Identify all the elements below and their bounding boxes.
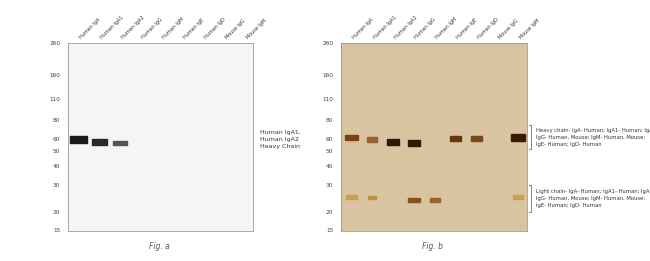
Bar — [511, 134, 525, 141]
Text: 50: 50 — [326, 149, 333, 154]
Text: Human IgE: Human IgE — [456, 18, 478, 40]
Text: Light chain- IgA- Human; IgA1- Human; IgA2- Human;
IgG- Human, Mouse; IgM- Human: Light chain- IgA- Human; IgA1- Human; Ig… — [536, 189, 650, 208]
Bar — [92, 139, 107, 145]
Bar — [387, 139, 399, 145]
Text: Human IgA: Human IgA — [352, 17, 374, 40]
Text: 160: 160 — [49, 73, 60, 78]
Text: Human IgA1: Human IgA1 — [372, 15, 397, 40]
Bar — [513, 195, 523, 199]
Bar — [471, 136, 482, 141]
Text: Human IgG: Human IgG — [141, 17, 164, 40]
Text: Human IgM: Human IgM — [435, 17, 458, 40]
Text: Human IgM: Human IgM — [162, 17, 185, 40]
Text: 60: 60 — [326, 137, 333, 142]
Text: 80: 80 — [326, 118, 333, 123]
Text: Human IgE: Human IgE — [183, 18, 205, 40]
Text: Fig. a: Fig. a — [149, 242, 170, 251]
Bar — [430, 198, 440, 202]
Text: Human IgG: Human IgG — [414, 17, 437, 40]
Text: 80: 80 — [53, 118, 60, 123]
Bar — [345, 135, 358, 140]
Bar — [113, 141, 127, 145]
Text: Human IgD: Human IgD — [203, 17, 227, 40]
Text: Mouse IgG: Mouse IgG — [497, 19, 519, 40]
Text: 30: 30 — [326, 183, 333, 188]
Text: 260: 260 — [322, 40, 333, 46]
Text: Human IgA1,
Human IgA2
Heavy Chain: Human IgA1, Human IgA2 Heavy Chain — [260, 130, 301, 149]
Text: 110: 110 — [322, 97, 333, 102]
Text: 30: 30 — [53, 183, 60, 188]
Text: 20: 20 — [53, 210, 60, 215]
Text: 50: 50 — [53, 149, 60, 154]
Text: 20: 20 — [326, 210, 333, 215]
Text: 260: 260 — [49, 40, 60, 46]
Text: 15: 15 — [53, 228, 60, 234]
Text: 110: 110 — [49, 97, 60, 102]
Text: Human IgA: Human IgA — [79, 17, 101, 40]
Text: Human IgD: Human IgD — [476, 17, 500, 40]
Text: Human IgA1: Human IgA1 — [99, 15, 124, 40]
Text: Human IgA2: Human IgA2 — [393, 15, 418, 40]
Text: Heavy chain- IgA- Human; IgA1- Human; IgA2- Human;
IgG- Human, Mouse; IgM- Human: Heavy chain- IgA- Human; IgA1- Human; Ig… — [536, 128, 650, 146]
Bar — [368, 196, 376, 199]
Bar — [367, 137, 378, 142]
Bar — [408, 198, 420, 202]
Text: 160: 160 — [322, 73, 333, 78]
Text: Mouse IgM: Mouse IgM — [518, 18, 540, 40]
Text: 40: 40 — [53, 164, 60, 169]
Bar — [450, 136, 461, 141]
Text: Mouse IgG: Mouse IgG — [224, 19, 246, 40]
Bar — [70, 137, 87, 143]
Text: Fig. b: Fig. b — [422, 242, 443, 251]
Text: 40: 40 — [326, 164, 333, 169]
Bar — [408, 140, 420, 146]
Text: Mouse IgM: Mouse IgM — [245, 18, 267, 40]
Text: Human IgA2: Human IgA2 — [120, 15, 145, 40]
Bar — [346, 195, 357, 199]
Text: 15: 15 — [326, 228, 333, 234]
Text: 60: 60 — [53, 137, 60, 142]
